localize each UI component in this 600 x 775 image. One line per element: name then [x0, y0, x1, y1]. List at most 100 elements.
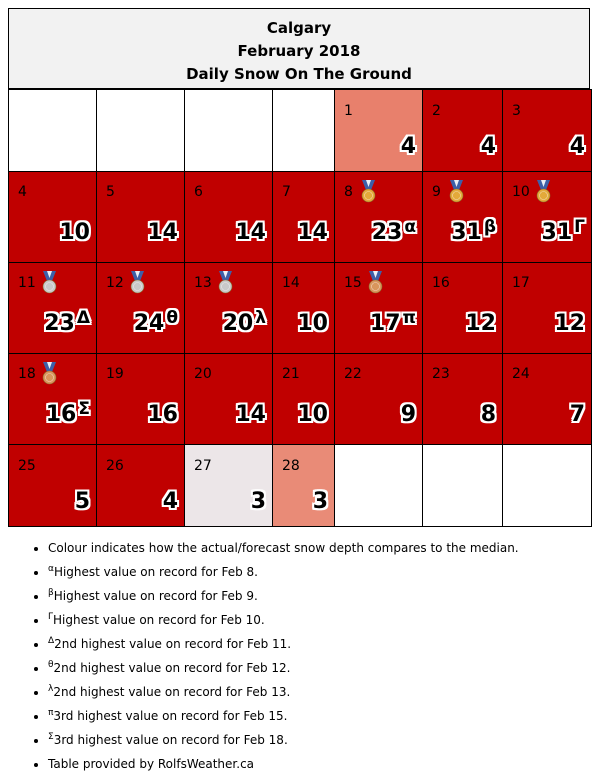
day-number: 8	[344, 184, 353, 200]
day-cell: 5 14	[96, 171, 185, 263]
day-number: 10	[512, 184, 530, 200]
snow-depth-value: 4	[569, 134, 585, 159]
snow-depth-value: 4	[162, 489, 178, 514]
day-cell: 12 24 θ	[96, 262, 185, 354]
gold-medal-icon	[536, 180, 551, 203]
snow-depth-value: 10	[59, 220, 90, 245]
day-number: 14	[282, 275, 300, 291]
silver-medal-icon	[42, 271, 57, 294]
day-number: 3	[512, 103, 521, 119]
note-item: Δ2nd highest value on record for Feb 11.	[48, 631, 600, 655]
chart-subtitle: Daily Snow On The Ground	[186, 65, 412, 83]
snow-depth-value: 9	[400, 402, 416, 427]
snow-depth-value: 16	[147, 402, 178, 427]
day-cell: 6 14	[184, 171, 273, 263]
record-marker: β	[483, 217, 496, 237]
snow-depth-value: 14	[235, 220, 266, 245]
day-cell: 14 10	[272, 262, 335, 354]
day-cell: 13 20 λ	[184, 262, 273, 354]
day-cell: 20 14	[184, 353, 273, 445]
snow-depth-value: 14	[147, 220, 178, 245]
day-number: 23	[432, 366, 450, 382]
day-cell: 26 4	[96, 444, 185, 527]
snow-depth-value: 3	[250, 489, 266, 514]
snow-depth-value: 5	[74, 489, 90, 514]
snow-depth-value: 31 β	[451, 217, 496, 245]
snow-depth-value: 3	[312, 489, 328, 514]
day-cell: 11 23 Δ	[8, 262, 97, 354]
note-item: π3rd highest value on record for Feb 15.	[48, 703, 600, 727]
empty-cell	[272, 89, 335, 172]
day-cell: 27 3	[184, 444, 273, 527]
record-marker: Δ	[76, 308, 90, 328]
snow-depth-value: 10	[297, 402, 328, 427]
note-item: βHighest value on record for Feb 9.	[48, 583, 600, 607]
record-marker: θ	[166, 308, 178, 328]
empty-cell	[8, 89, 97, 172]
day-number: 19	[106, 366, 124, 382]
snow-depth-value: 23 α	[371, 217, 416, 245]
week-row: 18 16 Σ 19 16 20 14 21 10 22 9 23 8 24 7	[8, 353, 592, 445]
day-cell: 16 12	[422, 262, 503, 354]
snow-depth-value: 4	[480, 134, 496, 159]
day-cell: 4 10	[8, 171, 97, 263]
snow-depth-value: 10	[297, 311, 328, 336]
day-number: 5	[106, 184, 115, 200]
notes-list: Colour indicates how the actual/forecast…	[20, 535, 600, 775]
silver-medal-icon	[130, 271, 145, 294]
day-number: 25	[18, 458, 36, 474]
empty-cell	[184, 89, 273, 172]
week-row: 11 23 Δ 12 24 θ 13 20 λ 14 10 15 17 π 16 12 17 12	[8, 262, 592, 354]
day-number: 18	[18, 366, 36, 382]
calendar-header: Calgary February 2018 Daily Snow On The …	[8, 8, 590, 89]
day-number: 28	[282, 458, 300, 474]
day-number: 15	[344, 275, 362, 291]
record-marker: π	[402, 308, 416, 328]
day-cell: 10 31 Γ	[502, 171, 592, 263]
day-cell: 7 14	[272, 171, 335, 263]
snow-depth-value: 4	[400, 134, 416, 159]
week-row: 25 5 26 4 27 3 28 3	[8, 444, 592, 527]
day-number: 27	[194, 458, 212, 474]
empty-cell	[422, 444, 503, 527]
day-number: 11	[18, 275, 36, 291]
day-number: 21	[282, 366, 300, 382]
day-number: 6	[194, 184, 203, 200]
day-cell: 8 23 α	[334, 171, 423, 263]
day-cell: 24 7	[502, 353, 592, 445]
empty-cell	[334, 444, 423, 527]
day-number: 26	[106, 458, 124, 474]
note-item: Σ3rd highest value on record for Feb 18.	[48, 727, 600, 751]
day-cell: 18 16 Σ	[8, 353, 97, 445]
snow-depth-value: 16 Σ	[45, 399, 90, 427]
day-cell: 23 8	[422, 353, 503, 445]
bronze-medal-icon	[42, 362, 57, 385]
note-item: αHighest value on record for Feb 8.	[48, 559, 600, 583]
note-item: Colour indicates how the actual/forecast…	[48, 535, 600, 559]
bronze-medal-icon	[368, 271, 383, 294]
record-marker: Σ	[78, 399, 90, 419]
snow-depth-value: 20 λ	[222, 308, 266, 336]
note-item: ΓHighest value on record for Feb 10.	[48, 607, 600, 631]
day-number: 13	[194, 275, 212, 291]
silver-medal-icon	[218, 271, 233, 294]
empty-cell	[502, 444, 592, 527]
record-marker: α	[404, 217, 416, 237]
snow-depth-value: 31 Γ	[541, 217, 585, 245]
day-cell: 22 9	[334, 353, 423, 445]
note-item: Table provided by RolfsWeather.ca	[48, 751, 600, 775]
snow-depth-value: 14	[235, 402, 266, 427]
day-number: 12	[106, 275, 124, 291]
day-number: 9	[432, 184, 441, 200]
gold-medal-icon	[449, 180, 464, 203]
snow-depth-value: 24 θ	[133, 308, 178, 336]
snow-depth-value: 8	[480, 402, 496, 427]
note-item: θ2nd highest value on record for Feb 12.	[48, 655, 600, 679]
day-cell: 19 16	[96, 353, 185, 445]
week-row: 4 10 5 14 6 14 7 14 8 23 α 9 31 β 10 31 Γ	[8, 171, 592, 263]
snow-depth-value: 12	[554, 311, 585, 336]
